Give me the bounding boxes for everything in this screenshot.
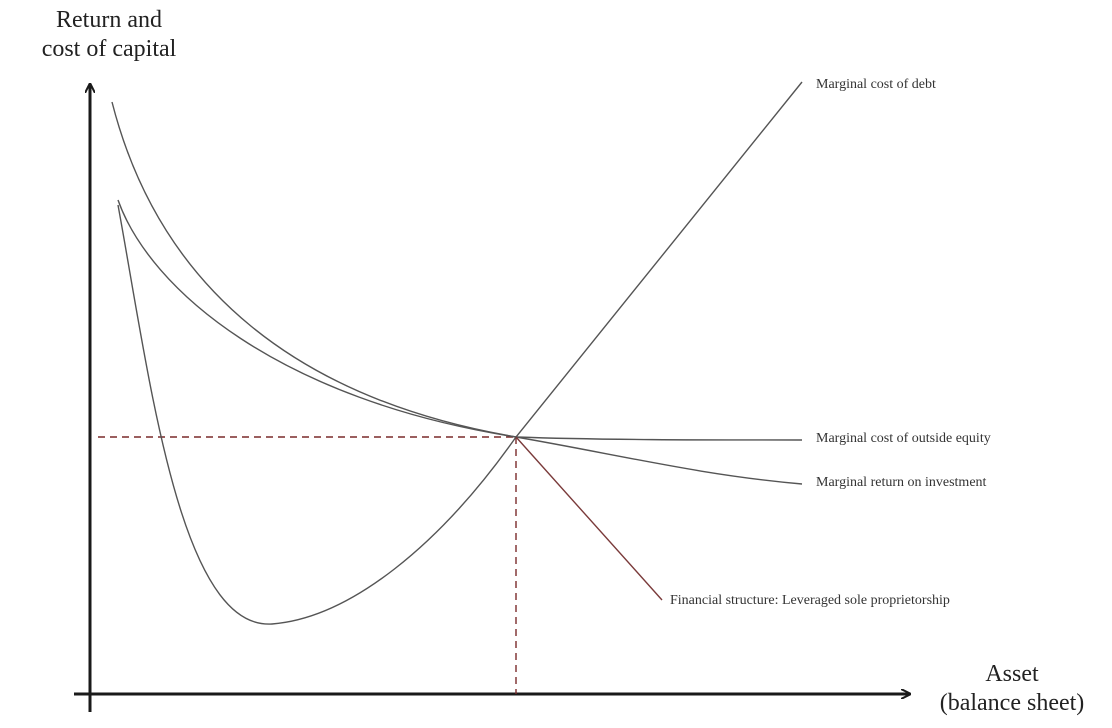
marginal-cost-of-outside-equity-curve [111,101,803,441]
marginal-cost-of-debt-curve [117,81,803,625]
x-axis-title-line-2: (balance sheet) [939,690,1085,716]
x-axis-title: Asset (balance sheet) [912,660,1112,718]
financial-structure-label: Financial structure: Leveraged sole prop… [670,593,950,608]
y-axis-title: Return and cost of capital [4,6,214,64]
marginal-cost-of-outside-equity-label: Marginal cost of outside equity [816,431,991,446]
y-axis-title-line-1: Return and [56,7,162,33]
y-axis-title-line-2: cost of capital [41,36,177,62]
marginal-return-on-investment-label: Marginal return on investment [816,475,987,490]
x-axis-title-line-1: Asset [985,661,1039,687]
marginal-return-on-investment-curve [117,199,803,485]
financial-structure-line [515,436,663,601]
marginal-cost-of-debt-label: Marginal cost of debt [816,77,936,92]
